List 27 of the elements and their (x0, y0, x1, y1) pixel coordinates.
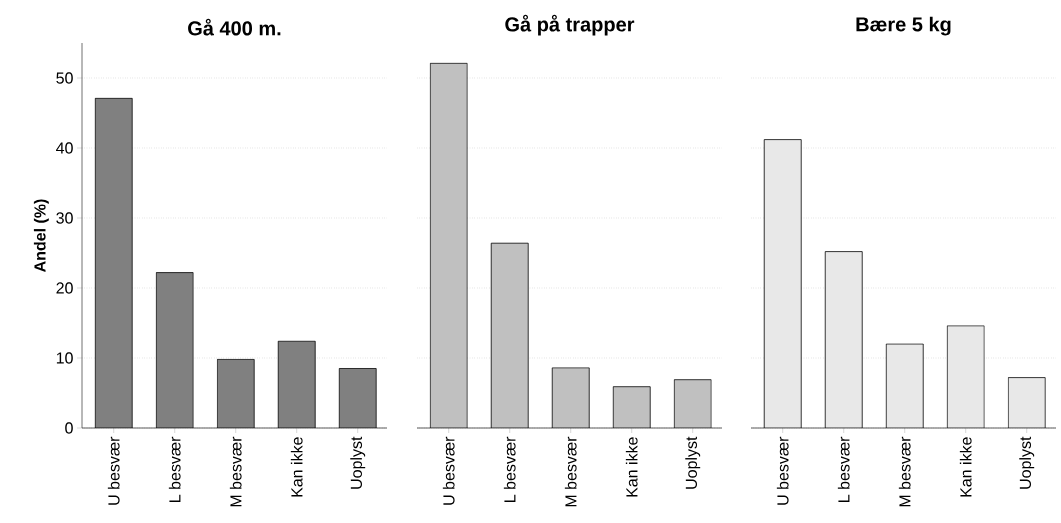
x-tick-label: Kan ikke (290, 437, 303, 497)
chart-title: Gå på trapper (505, 14, 635, 36)
chart-title: Gå 400 m. (188, 18, 281, 36)
x-tick-label: M besvær (564, 436, 577, 507)
x-tick-label: L besvær (503, 436, 516, 502)
y-tick-label: 30 (56, 212, 73, 224)
x-tick-label: Uoplyst (685, 436, 701, 489)
y-tick-label: 20 (56, 282, 73, 294)
x-tick-label: M besvær (898, 436, 911, 507)
y-tick-label: 0 (65, 422, 73, 434)
y-tick-label: 10 (56, 352, 73, 364)
x-tick-label: U besvær (442, 436, 455, 505)
x-tick-label: L besvær (837, 436, 850, 502)
chart-title: Bære 5 kg (856, 16, 951, 36)
x-tick-label: L besvær (168, 436, 181, 502)
y-tick-label: 40 (56, 142, 73, 154)
x-tick-label: Kan ikke (959, 437, 972, 497)
x-tick-label: U besvær (776, 436, 789, 505)
y-tick-label: 50 (56, 72, 73, 84)
bar (946, 325, 985, 428)
x-tick-label: M besvær (229, 436, 242, 507)
x-tick-label: Uoplyst (1019, 436, 1035, 489)
bar (155, 272, 194, 428)
x-tick-label: Uoplyst (350, 436, 366, 489)
x-tick-label: U besvær (107, 436, 120, 505)
x-tick-label: Kan ikke (625, 437, 638, 497)
y-axis-title: Andel (%) (33, 199, 49, 272)
